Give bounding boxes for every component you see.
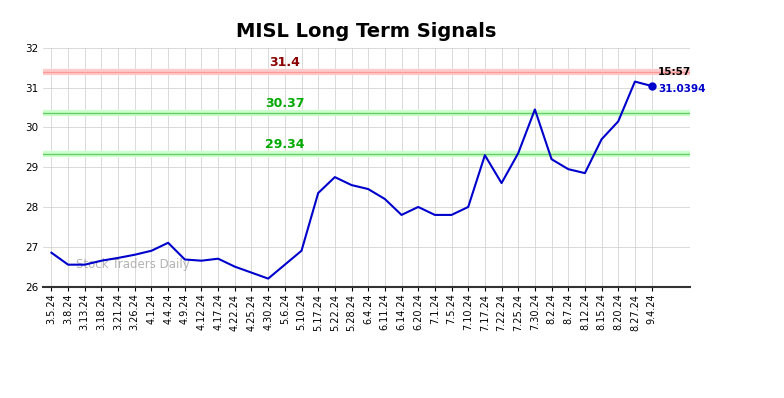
Text: 29.34: 29.34 — [265, 138, 305, 151]
Text: 31.4: 31.4 — [270, 56, 300, 69]
Bar — [43, 69, 690, 74]
Point — [645, 83, 658, 89]
Text: 15:57: 15:57 — [659, 67, 691, 77]
Text: 31.0394: 31.0394 — [659, 84, 706, 94]
Title: MISL Long Term Signals: MISL Long Term Signals — [236, 21, 497, 41]
Bar — [43, 151, 690, 156]
Text: Stock Traders Daily: Stock Traders Daily — [77, 258, 191, 271]
Text: 30.37: 30.37 — [265, 97, 305, 110]
Bar — [43, 110, 690, 115]
